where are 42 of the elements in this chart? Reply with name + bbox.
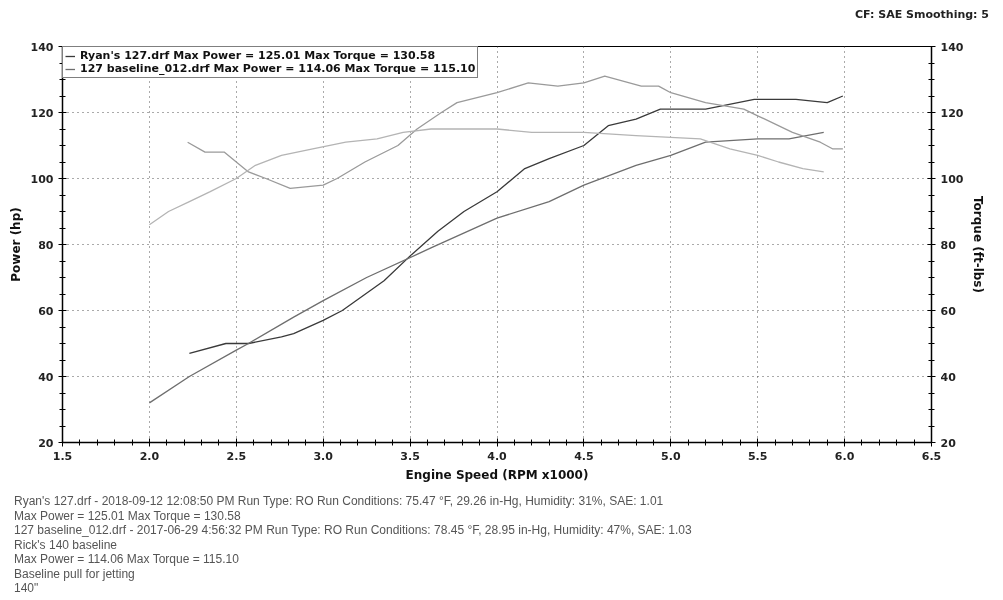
x-tick-label: 1.5: [52, 449, 73, 463]
text: Max Power = 114.06 Max Torque = 115.10: [14, 552, 240, 567]
x-tick-label: 4.0: [487, 449, 508, 463]
x-tick-label: 5.0: [661, 449, 681, 463]
line-series: [186, 75, 844, 190]
line-series: [148, 131, 825, 404]
x-tick-label: 2.0: [139, 449, 160, 463]
y-tick-label: 20: [38, 436, 54, 450]
y-tick-label: 60: [38, 304, 54, 318]
x-tick-label: 3.5: [400, 449, 420, 463]
legend-label: 127 baseline_012.drf Max Power = 114.06 Max Torque = 115.10: [80, 62, 476, 75]
y-tick-label: 120: [30, 106, 54, 120]
text: Rick's 140 baseline: [14, 537, 118, 552]
x-tick-label: 6.5: [921, 449, 942, 463]
y-tick-label: 80: [38, 238, 54, 252]
y2-tick-label: 140: [940, 40, 964, 54]
x-tick-label: 2.5: [226, 449, 247, 463]
text: 127 baseline_012.drf - 2017-06-29 4:56:32 PM Run Type: RO Run Conditions: 78.45 °F, 28.95 in-Hg, Humidity: 47%, SAE: 1.03: [14, 523, 692, 538]
x-tick-label: 4.5: [574, 449, 594, 463]
y2-tick-label: 100: [940, 172, 964, 186]
text: CF: SAE Smoothing: 5: [855, 7, 989, 23]
line-series: [188, 95, 844, 355]
x-tick-label: 5.5: [747, 449, 768, 463]
x-tick-label: 6.0: [834, 449, 855, 463]
y2-tick-label: 40: [940, 370, 957, 384]
y2-tick-label: 60: [940, 304, 957, 318]
x-axis-title: Engine Speed (RPM x1000): [405, 467, 589, 482]
y2-tick-label: 80: [940, 238, 957, 252]
x-tick-label: 3.0: [313, 449, 334, 463]
text: Max Power = 125.01 Max Torque = 130.58: [14, 508, 242, 523]
line-series: [148, 128, 825, 226]
text: 140": [14, 581, 40, 596]
y2-axis-title: Torque (ft-lbs): [971, 196, 986, 293]
legend-label: Ryan's 127.drf Max Power = 125.01 Max Torque = 130.58: [80, 49, 436, 62]
y2-tick-label: 120: [940, 106, 964, 120]
text: Ryan's 127.drf - 2018-09-12 12:08:50 PM Run Type: RO Run Conditions: 75.47 °F, 29.26 in-Hg, Humidity: 31%, SAE: 1.01: [14, 494, 665, 509]
y-tick-label: 140: [30, 40, 54, 54]
text: Baseline pull for jetting: [14, 566, 136, 581]
y-axis-title: Power (hp): [8, 207, 23, 282]
y-tick-label: 100: [30, 172, 54, 186]
y-tick-label: 40: [38, 370, 54, 384]
y2-tick-label: 20: [940, 436, 957, 450]
